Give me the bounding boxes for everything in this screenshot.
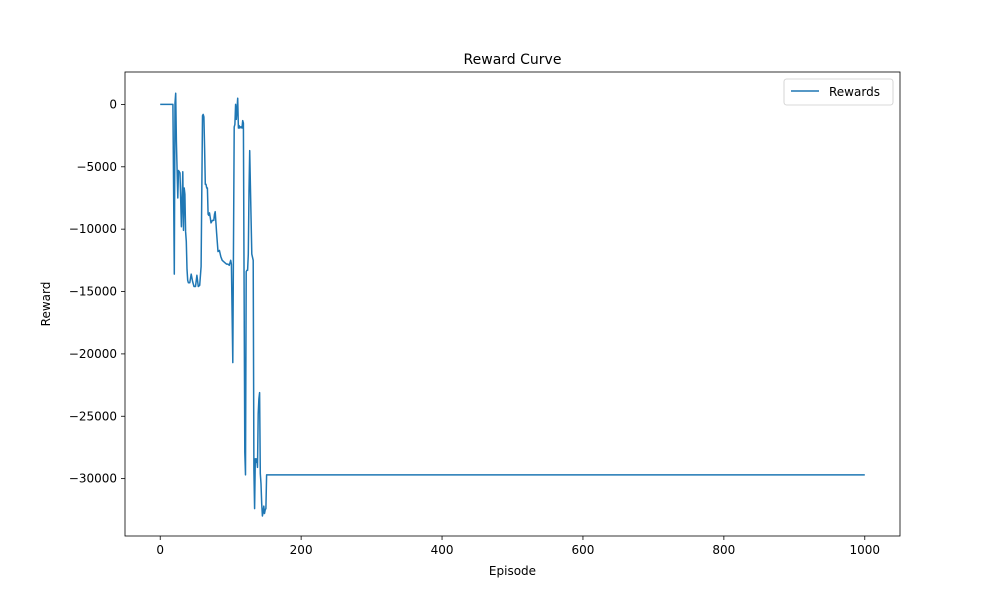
y-axis-ticks: 0 −5000 −10000 −15000 −20000 −25000 −30000 [69, 97, 125, 486]
y-tick-label: 0 [109, 97, 117, 111]
y-tick-label: −5000 [76, 160, 117, 174]
y-tick-label: −25000 [69, 409, 117, 423]
x-axis-label: Episode [489, 564, 536, 578]
legend-label-rewards: Rewards [829, 85, 880, 99]
x-tick-label: 600 [572, 543, 595, 557]
legend-box [783, 78, 894, 106]
x-tick-label: 400 [431, 543, 454, 557]
x-tick-label: 1000 [849, 543, 880, 557]
y-axis-label: Reward [39, 282, 53, 327]
x-tick-label: 0 [156, 543, 164, 557]
y-tick-label: −20000 [69, 347, 117, 361]
y-tick-label: −30000 [69, 472, 117, 486]
rewards-series-line [160, 92, 865, 517]
x-axis-ticks: 0 200 400 600 800 1000 [156, 536, 880, 557]
x-tick-label: 200 [290, 543, 313, 557]
legend: Rewards [783, 78, 894, 106]
chart-title: Reward Curve [464, 52, 562, 68]
plot-area-frame [124, 71, 901, 537]
y-tick-label: −15000 [69, 285, 117, 299]
x-tick-label: 800 [712, 543, 735, 557]
y-tick-label: −10000 [69, 222, 117, 236]
